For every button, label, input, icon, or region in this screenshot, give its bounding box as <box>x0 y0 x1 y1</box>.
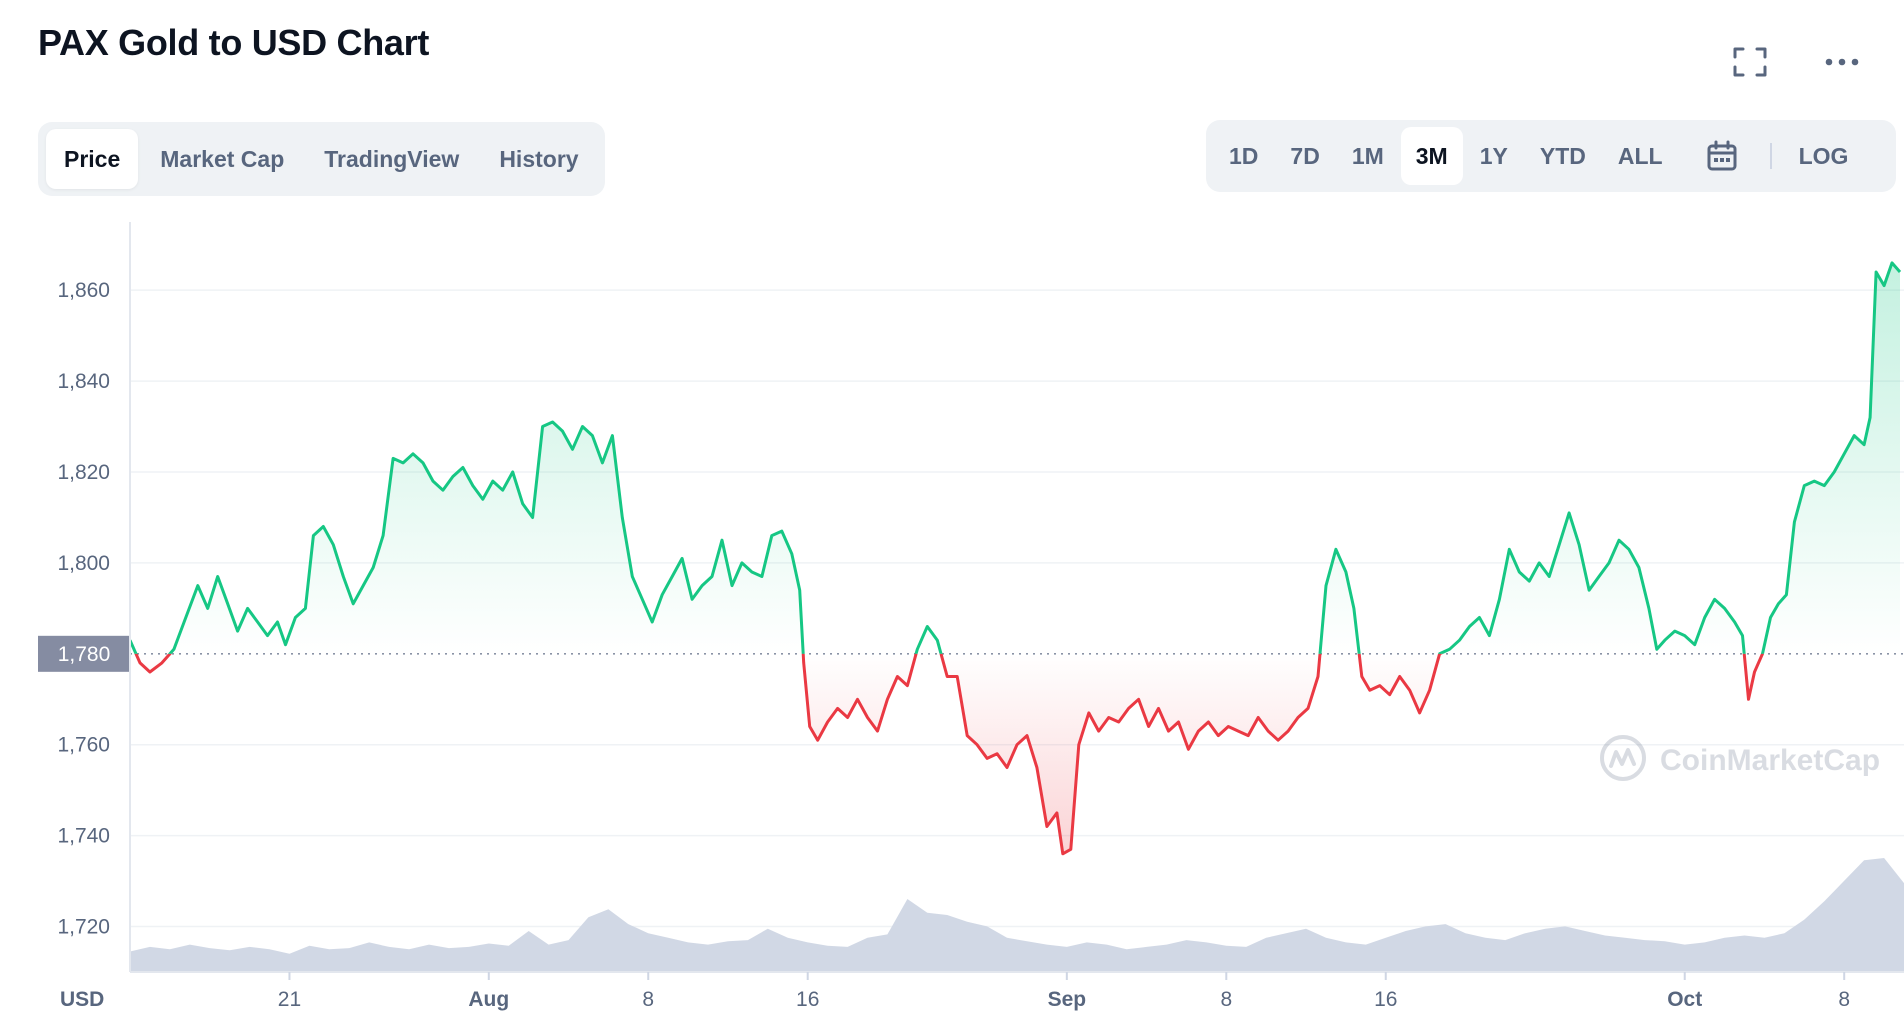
page-title: PAX Gold to USD Chart <box>38 22 430 63</box>
tab-price[interactable]: Price <box>46 129 139 189</box>
volume-area-path <box>130 858 1904 972</box>
tab-history[interactable]: History <box>499 145 579 172</box>
fullscreen-icon[interactable] <box>1728 40 1772 84</box>
watermark-text: CoinMarketCap <box>1660 744 1880 777</box>
y-tick-label: 1,760 <box>57 734 110 757</box>
watermark: CoinMarketCap <box>1600 735 1880 781</box>
tab-tradingview[interactable]: TradingView <box>324 145 460 172</box>
time-range-selector: 1D 7D 1M 3M 1Y YTD ALL LOG <box>1206 120 1896 192</box>
baseline-badge: 1,780 <box>38 635 130 672</box>
y-axis: 1,720 1,740 1,760 1,800 1,820 1,840 1,860 <box>57 279 110 938</box>
header-actions <box>1728 40 1864 84</box>
y-tick-label: 1,740 <box>57 825 110 848</box>
x-tick-label: 8 <box>642 988 654 1011</box>
x-tick-label: 16 <box>1374 988 1397 1011</box>
x-tick-label: Oct <box>1667 988 1702 1011</box>
y-tick-label: 1,820 <box>57 461 110 484</box>
x-tick-label: 8 <box>1838 988 1850 1011</box>
x-tick-label: Sep <box>1048 988 1087 1011</box>
tab-market-cap[interactable]: Market Cap <box>160 145 285 172</box>
volume-area <box>130 858 1904 972</box>
range-1m[interactable]: 1M <box>1351 142 1384 169</box>
price-lines <box>128 261 1902 856</box>
x-tick-label: 8 <box>1220 988 1232 1011</box>
range-ytd[interactable]: YTD <box>1539 142 1586 169</box>
price-line-down <box>134 653 1765 856</box>
x-axis: 21 Aug 8 16 Sep 8 16 Oct 8 <box>278 972 1850 1011</box>
currency-label: USD <box>60 988 104 1011</box>
area-above-baseline <box>130 262 1900 654</box>
range-divider <box>1769 143 1772 169</box>
y-tick-label: 1,800 <box>57 552 110 575</box>
price-line-up <box>128 261 1902 654</box>
log-scale-toggle[interactable]: LOG <box>1798 142 1849 169</box>
y-tick-label: 1,860 <box>57 279 110 302</box>
range-1y[interactable]: 1Y <box>1479 142 1508 169</box>
more-dots-icon[interactable] <box>1820 40 1864 84</box>
range-all[interactable]: ALL <box>1617 142 1663 169</box>
y-tick-label: 1,720 <box>57 916 110 939</box>
y-tick-label: 1,840 <box>57 370 110 393</box>
x-tick-label: 16 <box>796 988 819 1011</box>
range-1d[interactable]: 1D <box>1229 142 1259 169</box>
x-tick-label: Aug <box>468 988 509 1011</box>
x-tick-label: 21 <box>278 988 301 1011</box>
chart-type-tabs: Price Market Cap TradingView History <box>38 122 605 196</box>
price-areas <box>130 262 1900 854</box>
baseline-label: 1,780 <box>58 643 111 666</box>
calendar-icon[interactable] <box>1680 127 1758 185</box>
range-7d[interactable]: 7D <box>1290 142 1320 169</box>
range-3m[interactable]: 3M <box>1400 127 1463 185</box>
